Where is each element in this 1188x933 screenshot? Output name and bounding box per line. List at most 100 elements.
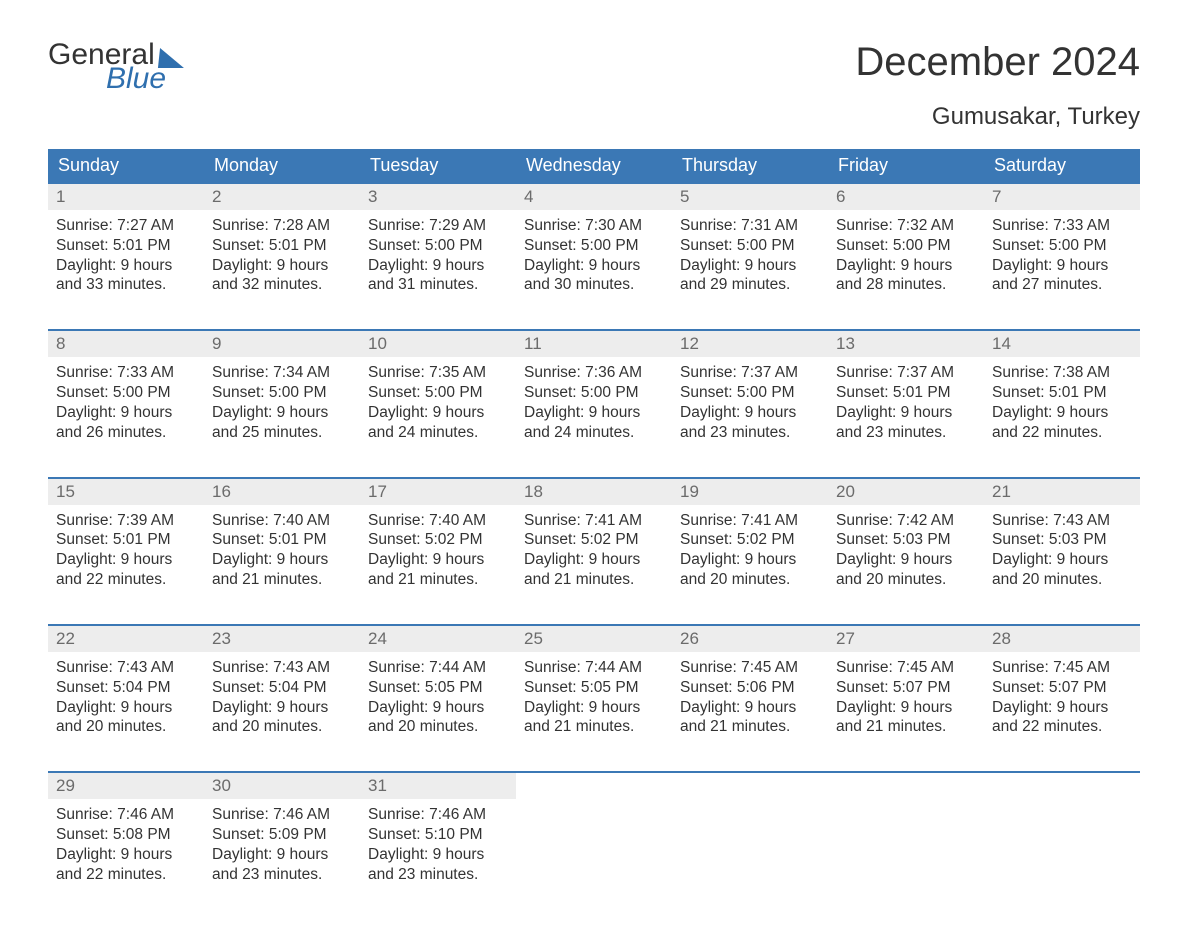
day-body: Sunrise: 7:43 AMSunset: 5:04 PMDaylight:… <box>48 652 204 737</box>
title-block: December 2024 Gumusakar, Turkey <box>855 40 1140 131</box>
day-number: 6 <box>828 184 984 210</box>
day-number: 8 <box>48 331 204 357</box>
sunset-text: Sunset: 5:10 PM <box>368 825 508 845</box>
daylight-line2: and 23 minutes. <box>212 865 352 885</box>
day-body: Sunrise: 7:33 AMSunset: 5:00 PMDaylight:… <box>984 210 1140 295</box>
calendar-day-cell <box>516 773 672 892</box>
day-body: Sunrise: 7:45 AMSunset: 5:07 PMDaylight:… <box>984 652 1140 737</box>
calendar-day-cell: 28Sunrise: 7:45 AMSunset: 5:07 PMDayligh… <box>984 626 1140 745</box>
sunset-text: Sunset: 5:08 PM <box>56 825 196 845</box>
day-body: Sunrise: 7:37 AMSunset: 5:00 PMDaylight:… <box>672 357 828 442</box>
calendar-day-cell: 2Sunrise: 7:28 AMSunset: 5:01 PMDaylight… <box>204 184 360 303</box>
calendar-day-cell <box>984 773 1140 892</box>
daylight-line2: and 20 minutes. <box>368 717 508 737</box>
calendar-day-cell: 30Sunrise: 7:46 AMSunset: 5:09 PMDayligh… <box>204 773 360 892</box>
calendar-day-cell: 26Sunrise: 7:45 AMSunset: 5:06 PMDayligh… <box>672 626 828 745</box>
daylight-line2: and 28 minutes. <box>836 275 976 295</box>
calendar-day-cell: 15Sunrise: 7:39 AMSunset: 5:01 PMDayligh… <box>48 479 204 598</box>
logo-text-blue: Blue <box>106 64 185 94</box>
day-body: Sunrise: 7:40 AMSunset: 5:02 PMDaylight:… <box>360 505 516 590</box>
day-body: Sunrise: 7:30 AMSunset: 5:00 PMDaylight:… <box>516 210 672 295</box>
day-body: Sunrise: 7:45 AMSunset: 5:06 PMDaylight:… <box>672 652 828 737</box>
sunrise-text: Sunrise: 7:46 AM <box>368 805 508 825</box>
day-number: 13 <box>828 331 984 357</box>
daylight-line2: and 23 minutes. <box>680 423 820 443</box>
daylight-line1: Daylight: 9 hours <box>992 403 1132 423</box>
day-number: 25 <box>516 626 672 652</box>
calendar-day-cell: 7Sunrise: 7:33 AMSunset: 5:00 PMDaylight… <box>984 184 1140 303</box>
daylight-line1: Daylight: 9 hours <box>56 845 196 865</box>
day-number: 21 <box>984 479 1140 505</box>
sunset-text: Sunset: 5:01 PM <box>212 236 352 256</box>
day-number: 26 <box>672 626 828 652</box>
calendar-day-cell: 25 Sunrise: 7:44 AMSunset: 5:05 PMDayligh… <box>516 626 672 745</box>
calendar-day-cell: 8Sunrise: 7:33 AMSunset: 5:00 PMDaylight… <box>48 331 204 450</box>
daylight-line2: and 21 minutes. <box>524 570 664 590</box>
sunset-text: Sunset: 5:02 PM <box>524 530 664 550</box>
sunrise-text: Sunrise: 7:43 AM <box>56 658 196 678</box>
day-body: Sunrise: 7:43 AMSunset: 5:03 PMDaylight:… <box>984 505 1140 590</box>
daylight-line1: Daylight: 9 hours <box>680 256 820 276</box>
sunrise-text: Sunrise: 7:35 AM <box>368 363 508 383</box>
daylight-line2: and 29 minutes. <box>680 275 820 295</box>
sunrise-text: Sunrise: 7:42 AM <box>836 511 976 531</box>
daylight-line2: and 20 minutes. <box>992 570 1132 590</box>
daylight-line1: Daylight: 9 hours <box>992 550 1132 570</box>
daylight-line1: Daylight: 9 hours <box>836 550 976 570</box>
calendar-day-cell: 6 Sunrise: 7:32 AMSunset: 5:00 PMDaylight… <box>828 184 984 303</box>
weeks-container: 1Sunrise: 7:27 AMSunset: 5:01 PMDaylight… <box>48 182 1140 893</box>
day-header-sunday: Sunday <box>48 149 204 182</box>
daylight-line2: and 31 minutes. <box>368 275 508 295</box>
sunset-text: Sunset: 5:00 PM <box>836 236 976 256</box>
day-number: 16 <box>204 479 360 505</box>
daylight-line2: and 24 minutes. <box>524 423 664 443</box>
sunrise-text: Sunrise: 7:33 AM <box>992 216 1132 236</box>
sunset-text: Sunset: 5:02 PM <box>680 530 820 550</box>
day-number: 15 <box>48 479 204 505</box>
daylight-line1: Daylight: 9 hours <box>524 256 664 276</box>
day-body: Sunrise: 7:36 AMSunset: 5:00 PMDaylight:… <box>516 357 672 442</box>
sunrise-text: Sunrise: 7:38 AM <box>992 363 1132 383</box>
calendar-day-cell: 11Sunrise: 7:36 AMSunset: 5:00 PMDayligh… <box>516 331 672 450</box>
daylight-line2: and 21 minutes. <box>368 570 508 590</box>
calendar-day-cell: 24Sunrise: 7:44 AMSunset: 5:05 PMDayligh… <box>360 626 516 745</box>
sunrise-text: Sunrise: 7:41 AM <box>680 511 820 531</box>
daylight-line1: Daylight: 9 hours <box>836 256 976 276</box>
sunrise-text: Sunrise: 7:32 AM <box>836 216 976 236</box>
daylight-line1: Daylight: 9 hours <box>524 550 664 570</box>
day-body: Sunrise: 7:45 AMSunset: 5:07 PMDaylight:… <box>828 652 984 737</box>
day-number: 31 <box>360 773 516 799</box>
calendar-day-cell: 27Sunrise: 7:45 AMSunset: 5:07 PMDayligh… <box>828 626 984 745</box>
calendar-day-cell: 22Sunrise: 7:43 AMSunset: 5:04 PMDayligh… <box>48 626 204 745</box>
calendar-day-cell: 19Sunrise: 7:41 AMSunset: 5:02 PMDayligh… <box>672 479 828 598</box>
daylight-line2: and 21 minutes. <box>680 717 820 737</box>
day-body: Sunrise: 7:41 AMSunset: 5:02 PMDaylight:… <box>516 505 672 590</box>
sunrise-text: Sunrise: 7:39 AM <box>56 511 196 531</box>
day-body: Sunrise: 7:39 AMSunset: 5:01 PMDaylight:… <box>48 505 204 590</box>
daylight-line2: and 21 minutes. <box>836 717 976 737</box>
sunrise-text: Sunrise: 7:44 AM <box>524 658 664 678</box>
sunrise-text: Sunrise: 7:45 AM <box>992 658 1132 678</box>
sunset-text: Sunset: 5:00 PM <box>680 236 820 256</box>
daylight-line2: and 25 minutes. <box>212 423 352 443</box>
day-header-thursday: Thursday <box>672 149 828 182</box>
sunrise-text: Sunrise: 7:46 AM <box>56 805 196 825</box>
calendar-day-cell: 29Sunrise: 7:46 AMSunset: 5:08 PMDayligh… <box>48 773 204 892</box>
daylight-line2: and 33 minutes. <box>56 275 196 295</box>
day-number: 18 <box>516 479 672 505</box>
sunset-text: Sunset: 5:03 PM <box>992 530 1132 550</box>
daylight-line1: Daylight: 9 hours <box>56 550 196 570</box>
sunrise-text: Sunrise: 7:44 AM <box>368 658 508 678</box>
sunset-text: Sunset: 5:05 PM <box>524 678 664 698</box>
day-body: Sunrise: 7:40 AMSunset: 5:01 PMDaylight:… <box>204 505 360 590</box>
daylight-line1: Daylight: 9 hours <box>524 698 664 718</box>
day-body: Sunrise: 7:46 AMSunset: 5:10 PMDaylight:… <box>360 799 516 884</box>
sunset-text: Sunset: 5:01 PM <box>992 383 1132 403</box>
calendar-day-cell: 10Sunrise: 7:35 AMSunset: 5:00 PMDayligh… <box>360 331 516 450</box>
calendar-day-cell: 13Sunrise: 7:37 AMSunset: 5:01 PMDayligh… <box>828 331 984 450</box>
calendar-day-cell: 9Sunrise: 7:34 AMSunset: 5:00 PMDaylight… <box>204 331 360 450</box>
calendar-day-cell: 1Sunrise: 7:27 AMSunset: 5:01 PMDaylight… <box>48 184 204 303</box>
sunset-text: Sunset: 5:00 PM <box>680 383 820 403</box>
sunset-text: Sunset: 5:04 PM <box>56 678 196 698</box>
day-number: 7 <box>984 184 1140 210</box>
